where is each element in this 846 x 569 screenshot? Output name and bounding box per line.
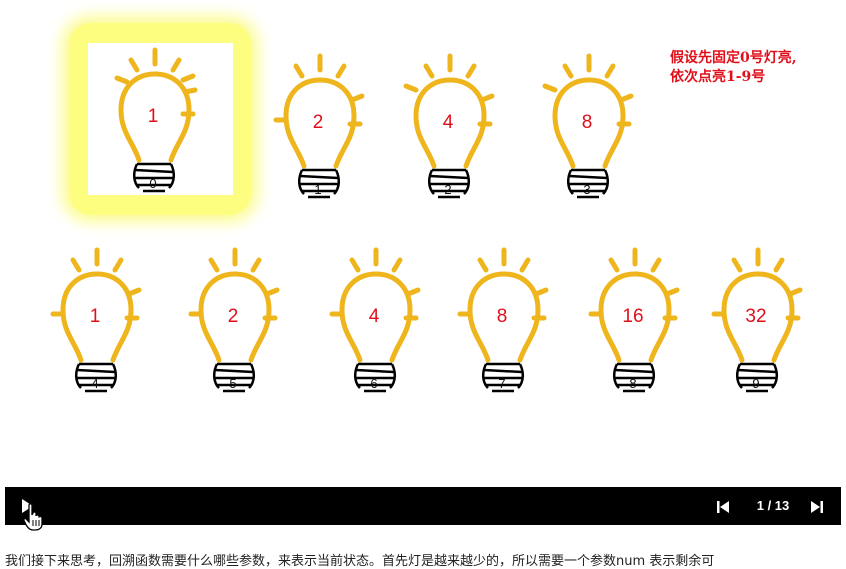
bulb-6[interactable]: 4 6 [324,247,424,408]
bulb-index: 6 [370,376,378,391]
play-button[interactable] [19,498,35,514]
note-line: 假设先固定0号灯亮, [670,50,797,66]
lightbulb-icon [403,53,495,199]
lightbulb-icon [457,247,549,393]
player-controls: 1 / 13 [5,487,841,525]
bulb-7[interactable]: 8 7 [452,247,552,408]
lightbulb-icon [188,247,280,393]
bulb-2[interactable]: 4 2 [398,53,498,214]
note-line: 依次点亮1-9号 [670,69,766,85]
play-icon [22,499,33,513]
slide-stage: 1 0 2 1 [45,23,806,408]
bulb-value: 8 [496,306,508,327]
bulb-index: 3 [583,182,591,197]
bulb-value: 2 [227,306,239,327]
bulb-index: 1 [314,182,322,197]
bulb-index: 8 [629,376,637,391]
next-step-button[interactable] [810,499,824,513]
bulb-value: 16 [622,306,644,327]
lit-bulb-frame [88,43,233,195]
bulb-index: 7 [498,376,506,391]
article-text: 我们接下来思考，回溯函数需要什么哪些参数，来表示当前状态。首先灯是越来越少的，所… [5,554,715,569]
skip-previous-icon [717,501,729,513]
bulb-value: 4 [368,306,380,327]
bulb-value: 4 [442,112,454,133]
lightbulb-icon [711,247,803,393]
bulb-4[interactable]: 1 4 [45,247,145,408]
lightbulb-icon [114,47,198,193]
bulb-1[interactable]: 2 1 [268,53,368,214]
step-counter: 1 / 13 [756,498,790,513]
bulb-3[interactable]: 8 3 [537,53,637,214]
lightbulb-icon [588,247,680,393]
previous-step-button[interactable] [716,499,730,513]
lightbulb-icon [273,53,365,199]
bulb-index: 5 [229,376,237,391]
bulb-0[interactable]: 1 0 [103,47,203,208]
hand-cursor-icon [23,503,43,531]
slide-note: 假设先固定0号灯亮, 依次点亮1-9号 [670,49,797,87]
bulb-index: 0 [149,176,157,191]
bulb-value: 32 [745,306,767,327]
bulb-value: 1 [89,306,101,327]
bulb-index: 4 [91,376,99,391]
lightbulb-icon [542,53,634,199]
bulb-index: 9 [752,376,760,391]
bulb-5[interactable]: 2 5 [183,247,283,408]
bulb-8[interactable]: 16 8 [583,247,683,408]
bulb-value: 8 [581,112,593,133]
bulb-value: 2 [312,112,324,133]
bulb-value: 1 [147,106,159,127]
lightbulb-icon [329,247,421,393]
lightbulb-icon [50,247,142,393]
bulb-9[interactable]: 32 9 [706,247,806,408]
skip-next-icon [811,501,823,513]
bulb-index: 2 [444,182,452,197]
